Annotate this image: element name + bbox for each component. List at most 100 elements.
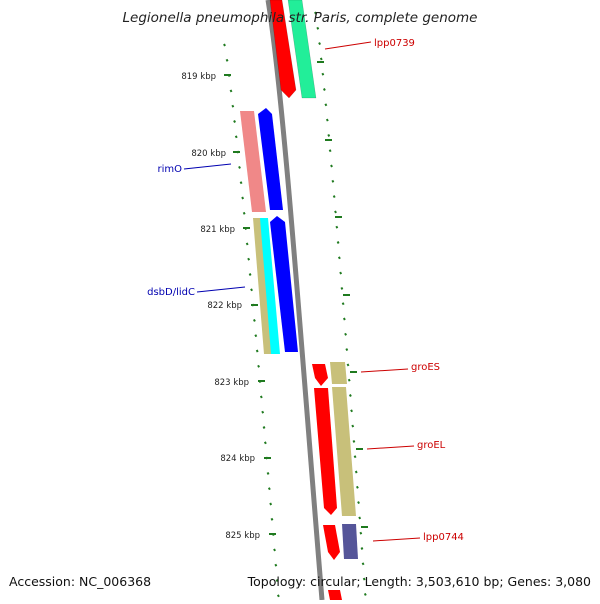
tick-mark [324, 103, 328, 107]
tick-mark [274, 563, 278, 567]
tick-mark [332, 195, 336, 199]
tick-mark [348, 394, 352, 397]
genome-backbone [265, 0, 325, 601]
accession-text: Accession: NC_006368 [9, 574, 152, 589]
tick-mark [257, 364, 260, 368]
gene-arrow-slate[interactable] [342, 524, 358, 559]
tick-mark [341, 302, 345, 306]
tick-mark [238, 165, 241, 169]
gene-arrow-cyan[interactable] [260, 218, 280, 354]
tick-mark [270, 517, 274, 521]
tick-mark [234, 135, 238, 139]
gene-label-dsbD-lidC[interactable]: dsbD/lidC [147, 287, 195, 298]
gene-arrow-blue[interactable] [270, 216, 298, 352]
tick-mark [356, 485, 359, 489]
tick-mark [273, 548, 276, 552]
tick-mark [277, 594, 280, 598]
tick-mark [245, 242, 249, 246]
tick-mark [267, 487, 271, 491]
tick-mark [344, 332, 347, 336]
ruler-label-822: 822 kbp [207, 301, 242, 311]
tick-mark [253, 318, 256, 322]
gene-label-rimO[interactable]: rimO [157, 164, 182, 175]
tick-mark [360, 547, 364, 550]
tick-mark [359, 531, 363, 535]
tick-mark [358, 516, 362, 520]
gene-labels: lpp0739 rimO dsbD/lidC groES groEL lpp07… [147, 38, 464, 543]
tick-mark [261, 410, 265, 414]
tick-mark [314, 11, 317, 15]
kbp-ruler: 819 kbp 820 kbp 821 kbp 822 kbp 823 kbp … [181, 72, 260, 541]
tick-mark [321, 72, 325, 76]
tick-mark [347, 378, 351, 382]
tick-mark [336, 241, 340, 244]
gene-arrow-adjacent[interactable] [287, 0, 317, 99]
tick-mark [363, 592, 367, 596]
gene-arrow-rimO-neighbor[interactable] [258, 108, 283, 210]
tick-mark [233, 120, 236, 123]
tick-mark [357, 501, 360, 505]
leader-lines [183, 41, 421, 542]
tick-mark [266, 471, 270, 475]
gene-label-lpp0744[interactable]: lpp0744 [423, 532, 464, 543]
tick-mark [361, 562, 365, 566]
tick-mark [223, 43, 226, 47]
tick-mark [335, 225, 339, 229]
tick-mark [248, 273, 252, 276]
gene-arrow-groEL[interactable] [314, 388, 337, 515]
tick-mark [250, 288, 253, 292]
tick-mark [254, 334, 258, 338]
gene-features [240, 0, 358, 600]
ruler-label-819: 819 kbp [181, 72, 216, 82]
gene-arrow-groEL-neighbor[interactable] [332, 387, 356, 516]
tick-mark [231, 104, 235, 108]
tick-mark [229, 89, 233, 93]
tick-mark [242, 211, 246, 215]
tick-mark [255, 349, 259, 353]
tick-mark [322, 88, 326, 91]
tick-mark [342, 317, 346, 321]
tick-mark [318, 42, 321, 46]
tick-mark [337, 256, 341, 260]
ruler-label-823: 823 kbp [214, 378, 249, 388]
tick-mark [334, 210, 337, 214]
tick-mark [340, 286, 344, 290]
tick-mark [331, 179, 335, 183]
gene-arrow-lpp0739[interactable] [269, 0, 297, 99]
map-title: Legionella pneumophila str. Paris, compl… [122, 10, 478, 26]
tick-mark [275, 579, 279, 582]
tick-mark [247, 257, 251, 261]
gene-label-groES[interactable]: groES [411, 362, 440, 373]
ruler-label-825: 825 kbp [225, 531, 260, 541]
tick-mark [325, 118, 329, 122]
tick-mark [262, 426, 266, 429]
tick-mark [241, 196, 245, 200]
gene-label-lpp0739[interactable]: lpp0739 [374, 38, 415, 49]
tick-mark [319, 57, 323, 61]
tick-mark [346, 363, 350, 367]
tick-mark [362, 577, 366, 581]
gene-label-groEL[interactable]: groEL [417, 440, 446, 451]
gene-arrow-dsbD-lidC[interactable] [253, 218, 273, 354]
tick-mark [316, 26, 320, 30]
gene-arrow-groES-neighbor[interactable] [330, 362, 347, 384]
tick-mark [269, 502, 273, 506]
tick-mark [239, 181, 243, 185]
tick-mark [328, 149, 332, 153]
gene-arrow-groES[interactable] [312, 364, 328, 386]
tick-mark [351, 424, 355, 428]
gene-arrow-bottom[interactable] [328, 590, 342, 600]
ruler-label-824: 824 kbp [220, 454, 255, 464]
tick-marks [223, 11, 368, 598]
tick-mark [353, 455, 357, 459]
tick-mark [263, 441, 267, 445]
tick-mark [225, 58, 229, 62]
genome-summary: Topology: circular; Length: 3,503,610 bp… [247, 574, 591, 589]
gene-arrow-rimO[interactable] [240, 111, 266, 212]
ruler-label-821: 821 kbp [200, 225, 235, 235]
gene-arrow-lpp0744[interactable] [323, 525, 340, 560]
tick-mark [354, 470, 358, 474]
tick-mark [259, 395, 263, 399]
tick-mark [330, 164, 333, 168]
